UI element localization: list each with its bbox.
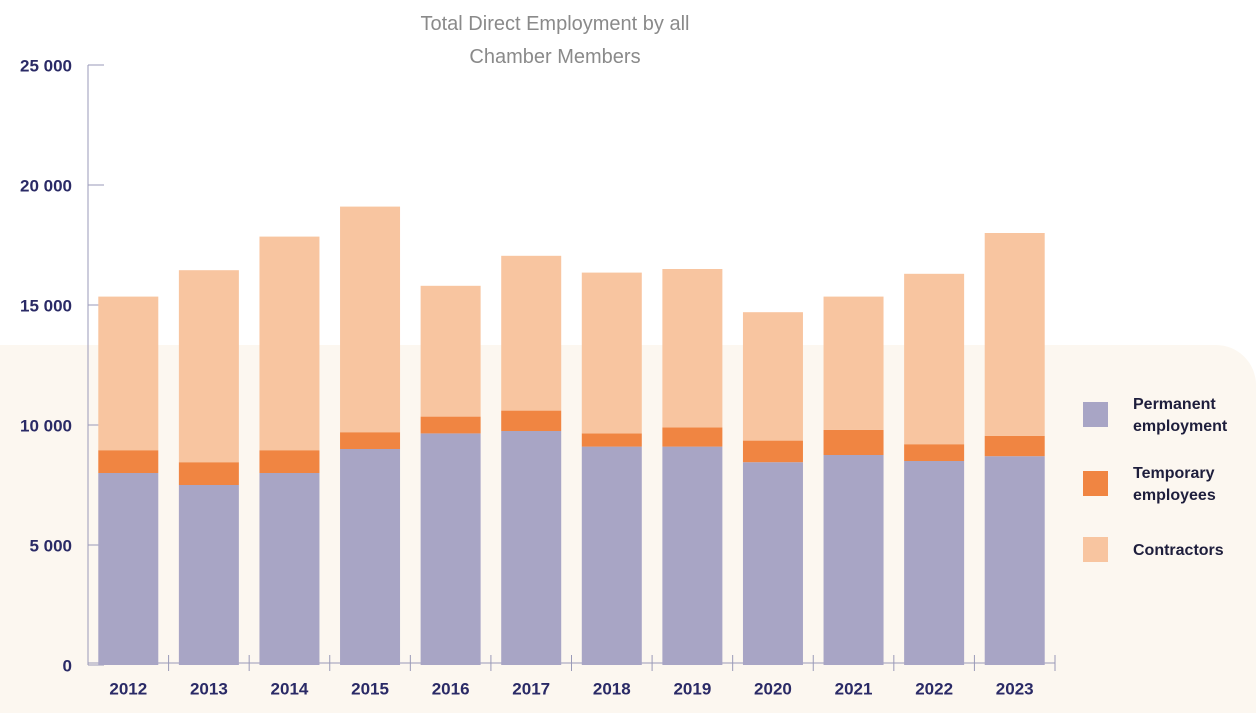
x-tick-label: 2020 xyxy=(754,679,792,698)
x-tick-label: 2018 xyxy=(593,679,631,698)
bar-segment xyxy=(98,296,159,451)
bar-segment xyxy=(742,312,803,441)
bar-segment xyxy=(904,273,965,445)
x-tick-label: 2023 xyxy=(996,679,1034,698)
bar-segment xyxy=(420,433,481,665)
bar-segment xyxy=(904,444,965,461)
x-tick-label: 2021 xyxy=(835,679,873,698)
x-tick-label: 2019 xyxy=(673,679,711,698)
bar-segment xyxy=(662,446,723,665)
x-tick-label: 2013 xyxy=(190,679,228,698)
bar-segment xyxy=(98,450,159,473)
bar-segment xyxy=(178,270,239,463)
bar-segment xyxy=(984,233,1045,436)
bar-segment xyxy=(904,461,965,665)
bar-segment xyxy=(178,485,239,665)
x-tick-label: 2012 xyxy=(109,679,147,698)
bar-segment xyxy=(984,435,1045,457)
x-tick-label: 2015 xyxy=(351,679,389,698)
legend-swatch xyxy=(1083,537,1108,562)
bar-segment xyxy=(340,206,401,433)
bar-segment xyxy=(742,462,803,665)
bar-segment xyxy=(742,440,803,463)
bar-segment xyxy=(662,427,723,447)
x-tick-label: 2016 xyxy=(432,679,470,698)
bar-segment xyxy=(581,446,642,665)
x-tick-label: 2014 xyxy=(271,679,309,698)
bar-segment xyxy=(420,285,481,417)
bar-segment xyxy=(178,462,239,485)
bar-segment xyxy=(340,432,401,449)
bar-segment xyxy=(823,455,884,665)
y-tick-label: 0 xyxy=(63,656,72,675)
x-tick-label: 2022 xyxy=(915,679,953,698)
bar-segment xyxy=(823,429,884,455)
bar-segment xyxy=(259,236,320,451)
bar-segment xyxy=(501,255,562,411)
chart-title: Total Direct Employment by all Chamber M… xyxy=(420,13,690,68)
y-tick-label: 25 000 xyxy=(20,56,72,75)
bar-segment xyxy=(259,450,320,473)
x-tick-label: 2017 xyxy=(512,679,550,698)
bar-segment xyxy=(662,269,723,428)
bar-segment xyxy=(984,456,1045,665)
legend-label: Contractors xyxy=(1133,542,1224,559)
legend-label: Permanent employment xyxy=(1133,396,1228,435)
bar-segment xyxy=(581,433,642,447)
bar-segment xyxy=(823,296,884,430)
y-tick-label: 15 000 xyxy=(20,296,72,315)
bar-segment xyxy=(581,272,642,434)
y-tick-label: 5 000 xyxy=(29,536,72,555)
bar-segment xyxy=(259,473,320,665)
bar-segment xyxy=(340,449,401,665)
y-tick-label: 20 000 xyxy=(20,176,72,195)
y-tick-label: 10 000 xyxy=(20,416,72,435)
legend-swatch xyxy=(1083,471,1108,496)
legend-label: Temporary employees xyxy=(1133,465,1216,504)
legend-swatch xyxy=(1083,402,1108,427)
bar-segment xyxy=(501,431,562,665)
bar-segment xyxy=(501,410,562,431)
bar-segment xyxy=(420,416,481,434)
bar-segment xyxy=(98,473,159,665)
